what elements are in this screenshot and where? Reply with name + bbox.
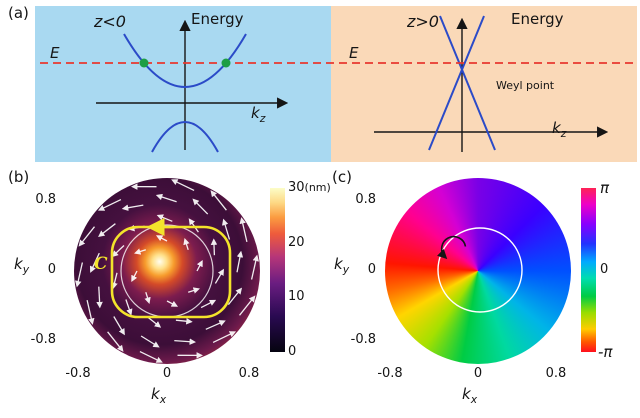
c-xtick-mid: 0 [473,366,483,381]
c-ylabel: ky [334,255,350,276]
c-xtick-right: 0.8 [545,366,567,381]
b-ytick-top: 0.8 [35,192,56,207]
b-xtick-left: -0.8 [65,366,91,381]
kz-axis-label-right: kz [552,119,567,140]
energy-level-label-right: E [349,44,359,62]
colorbar-b [270,188,285,352]
energy-axis-label-left: Energy [191,10,244,28]
c-colorbar-tick-negpi: -π [598,343,613,361]
b-colorbar-tick-30: 30(nm) [288,180,331,195]
c-xlabel: kx [462,385,478,406]
panel-a-label: (a) [8,4,29,22]
b-colorbar-tick-20: 20 [288,235,305,250]
energy-axis-label-right: Energy [511,10,564,28]
energy-level-label-left: E [50,44,60,62]
c-ytick-bottom: -0.8 [350,332,376,347]
contour-c-label: C [94,254,108,274]
b-xtick-mid: 0 [162,366,172,381]
c-colorbar-tick-pi: π [600,179,610,197]
region-label-z-negative: z<0 [94,12,126,31]
c-ytick-top: 0.8 [355,192,376,207]
b-xtick-right: 0.8 [238,366,260,381]
panel-c-label: (c) [332,168,352,186]
c-xtick-left: -0.8 [377,366,403,381]
b-ytick-bottom: -0.8 [30,332,56,347]
b-ytick-mid: 0 [47,262,56,277]
panel-b-label: (b) [8,168,30,186]
b-colorbar-tick-10: 10 [288,289,305,304]
kz-axis-label-left: kz [251,104,266,125]
region-z-positive-bg [331,6,637,162]
region-label-z-positive: z>0 [407,12,439,31]
c-ytick-mid: 0 [367,262,376,277]
weyl-point-label: Weyl point [496,79,555,92]
b-ylabel: ky [14,255,30,276]
c-colorbar-tick-0: 0 [600,262,609,277]
phase-disk-c [385,178,571,364]
b-colorbar-tick-0: 0 [288,344,297,359]
b-colorbar-unit: (nm) [304,181,331,194]
b-xlabel: kx [151,385,167,406]
colorbar-c [581,188,596,352]
region-z-negative-bg [35,6,331,162]
